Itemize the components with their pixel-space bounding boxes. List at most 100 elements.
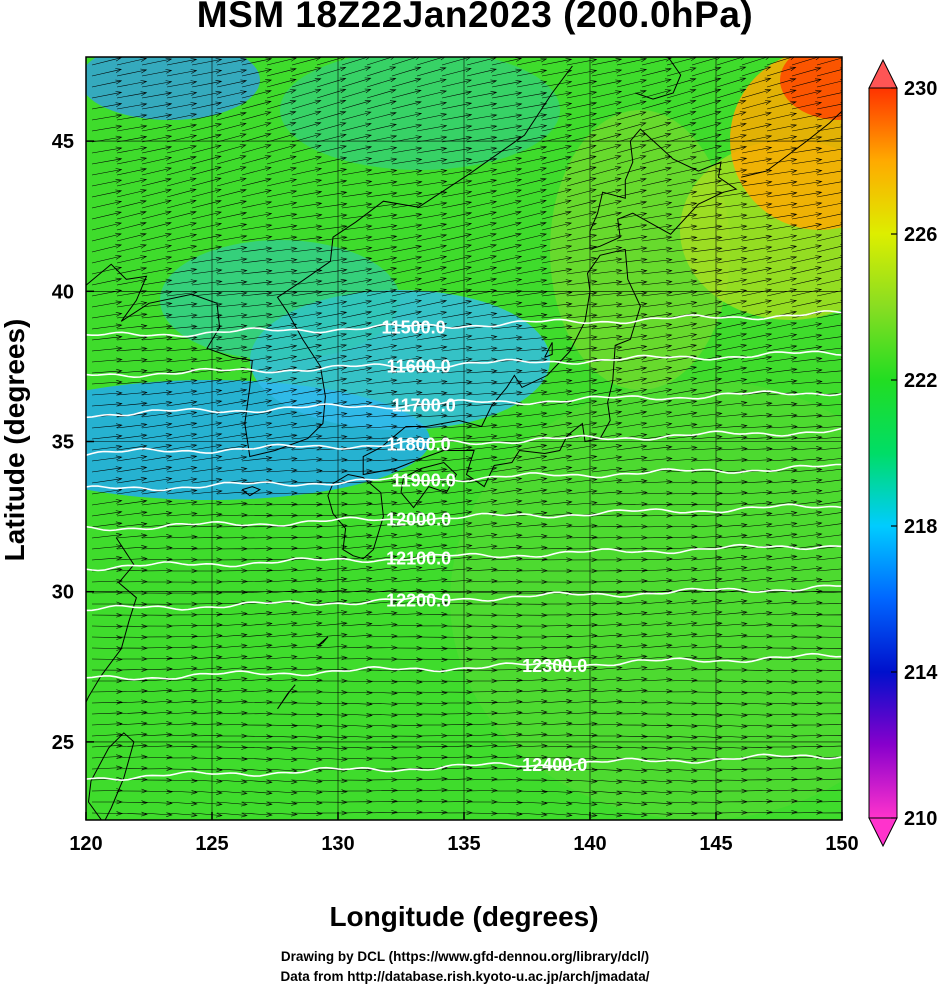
wind-vector [691, 701, 723, 707]
wind-vector [191, 211, 222, 220]
wind-vector [466, 390, 498, 396]
wind-vector [266, 502, 298, 507]
wind-vector [641, 654, 673, 660]
wind-vector [591, 399, 623, 407]
wind-vector [141, 102, 173, 110]
wind-vector [116, 499, 148, 506]
wind-vector [566, 69, 598, 77]
wind-vector [491, 613, 523, 618]
credit-drawing: Drawing by DCL (https://www.gfd-dennou.o… [280, 949, 650, 964]
wind-vector [791, 379, 823, 385]
wind-vector-row [91, 654, 842, 663]
wind-vector [741, 157, 773, 165]
wind-vector [816, 668, 842, 673]
wind-vector [466, 124, 498, 132]
wind-vector [541, 123, 573, 132]
wind-vector [141, 124, 173, 132]
wind-vector [191, 291, 223, 297]
wind-vector [716, 610, 748, 616]
wind-vector [291, 300, 323, 308]
wind-vector [666, 411, 698, 418]
wind-vector [191, 611, 223, 617]
wind-vector-row [91, 377, 842, 385]
wind-vector [316, 224, 348, 231]
wind-vector [91, 477, 123, 484]
wind-vector [491, 324, 523, 330]
wind-vector [641, 133, 672, 143]
wind-vector [741, 788, 773, 793]
wind-vector [391, 510, 423, 517]
wind-vector [516, 267, 548, 275]
wind-vector [216, 632, 248, 638]
wind-vector [191, 177, 222, 187]
wind-vector [766, 723, 798, 728]
wind-vector [391, 489, 423, 495]
wind-vector [316, 99, 347, 110]
wind-vector [266, 144, 297, 154]
wind-vector [666, 235, 698, 242]
wind-vector [616, 68, 648, 77]
wind-vector [491, 521, 523, 528]
wind-vector [216, 177, 247, 187]
wind-vector [616, 100, 647, 110]
wind-vector [216, 257, 248, 264]
wind-vector [666, 689, 698, 695]
wind-vector [166, 199, 197, 209]
wind-vector [616, 155, 647, 165]
wind-vector [816, 732, 842, 738]
wind-vector [266, 790, 298, 795]
wind-vector [591, 455, 623, 462]
wind-vector [216, 313, 248, 319]
wind-vector [316, 512, 348, 518]
wind-vector [266, 235, 298, 242]
wind-vector [766, 234, 798, 242]
wind-vector [466, 788, 498, 793]
wind-vector [641, 666, 673, 671]
wind-vector [516, 335, 548, 341]
wind-vector [691, 800, 723, 805]
wind-vector [541, 324, 573, 330]
wind-vector [441, 689, 473, 695]
wind-vector [191, 101, 223, 110]
wind-vector [216, 466, 248, 473]
wind-vector [366, 100, 397, 110]
wind-vector [441, 532, 473, 539]
wind-vector [416, 146, 448, 154]
wind-vector [341, 256, 373, 264]
wind-vector [466, 455, 498, 462]
wind-vector [641, 212, 673, 220]
wind-vector [141, 156, 173, 165]
wind-vector [566, 812, 598, 818]
wind-vector [616, 377, 648, 385]
wind-vector [216, 388, 248, 396]
wind-vector [366, 633, 398, 639]
wind-vector [766, 212, 798, 220]
wind-vector [816, 799, 842, 804]
wind-vector [391, 733, 423, 739]
wind-vector [591, 58, 623, 66]
wind-vector [116, 533, 148, 539]
wind-vector [566, 790, 598, 795]
wind-vector [441, 266, 472, 275]
wind-vector [566, 612, 598, 617]
wind-vector [241, 89, 272, 99]
wind-vector [266, 189, 298, 198]
wind-vector [541, 687, 573, 693]
wind-vector [241, 610, 273, 616]
wind-vector [741, 191, 773, 198]
wind-vector [741, 100, 772, 110]
wind-vector [391, 367, 423, 374]
wind-vector [316, 88, 347, 99]
wind-vector [241, 421, 273, 429]
wind-vector [116, 357, 148, 363]
wind-vector [566, 421, 598, 429]
wind-vector [616, 166, 647, 176]
wind-vector [91, 157, 123, 165]
wind-vector [91, 222, 122, 231]
wind-vector [466, 91, 498, 99]
wind-vector [541, 634, 573, 639]
wind-vector [741, 355, 773, 363]
wind-vector [666, 534, 698, 540]
wind-vector [691, 610, 723, 616]
wind-vector [116, 210, 147, 220]
